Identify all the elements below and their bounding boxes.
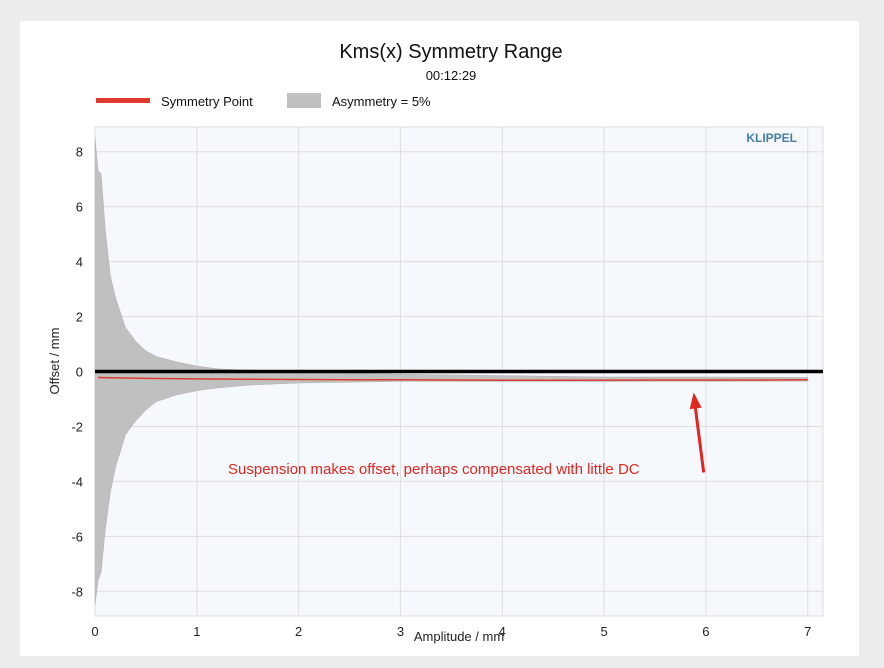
annotation-text: Suspension makes offset, perhaps compens… — [228, 461, 640, 478]
x-tick-label: 7 — [804, 624, 811, 639]
y-tick-label: 4 — [76, 255, 83, 270]
annotation-arrow-head — [689, 392, 702, 410]
chart-title: Kms(x) Symmetry Range — [339, 41, 562, 63]
y-axis-title: Offset / mm — [47, 328, 62, 395]
x-axis-title: Amplitude / mm — [414, 629, 504, 644]
tick-labels: 0 1 2 3 4 5 6 7 8 6 4 2 0 -2 -4 -6 -8 — [71, 145, 811, 639]
legend: Symmetry Point Asymmetry = 5% — [96, 93, 431, 109]
y-tick-label: -2 — [71, 419, 83, 434]
y-tick-label: 8 — [76, 145, 83, 160]
plot-area: 0 1 2 3 4 5 6 7 8 6 4 2 0 -2 -4 -6 -8 — [71, 126, 824, 639]
y-tick-label: -6 — [71, 529, 83, 544]
y-tick-label: -8 — [71, 584, 83, 599]
x-tick-label: 1 — [193, 624, 200, 639]
brand-label: KLIPPEL — [746, 131, 797, 145]
annotation: Suspension makes offset, perhaps compens… — [228, 392, 706, 478]
series-layer — [94, 137, 823, 606]
y-tick-label: -4 — [71, 474, 83, 489]
legend-label-asymmetry: Asymmetry = 5% — [332, 94, 431, 109]
x-tick-label: 6 — [702, 624, 709, 639]
x-tick-label: 5 — [600, 624, 607, 639]
series-symmetry-point-line — [98, 376, 808, 382]
legend-swatch-symmetry-point — [96, 98, 150, 103]
y-tick-label: 6 — [76, 200, 83, 215]
legend-label-symmetry-point: Symmetry Point — [161, 94, 253, 109]
x-tick-label: 0 — [91, 624, 98, 639]
y-tick-label: 2 — [76, 310, 83, 325]
chart: Kms(x) Symmetry Range 00:12:29 Symmetry … — [47, 41, 824, 644]
chart-subtitle: 00:12:29 — [426, 68, 477, 83]
y-tick-label: 0 — [76, 365, 83, 380]
x-tick-label: 2 — [295, 624, 302, 639]
x-tick-label: 3 — [397, 624, 404, 639]
annotation-arrow — [693, 406, 706, 473]
legend-swatch-asymmetry — [287, 93, 321, 108]
chart-frame: Kms(x) Symmetry Range 00:12:29 Symmetry … — [20, 21, 859, 656]
x-tick-label: 4 — [499, 624, 506, 639]
